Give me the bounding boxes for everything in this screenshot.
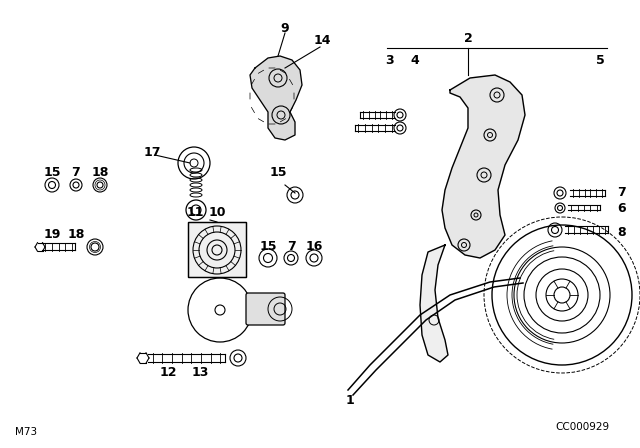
Bar xyxy=(188,222,246,277)
Text: 17: 17 xyxy=(143,146,161,159)
Text: 3: 3 xyxy=(386,53,394,66)
Text: 13: 13 xyxy=(191,366,209,379)
Text: 14: 14 xyxy=(313,34,331,47)
Text: 16: 16 xyxy=(305,240,323,253)
Text: 15: 15 xyxy=(269,167,287,180)
Text: 7: 7 xyxy=(287,240,296,253)
Text: 9: 9 xyxy=(281,22,289,34)
Text: 15: 15 xyxy=(44,167,61,180)
Text: 10: 10 xyxy=(208,207,226,220)
Text: 15: 15 xyxy=(259,240,276,253)
Text: 11: 11 xyxy=(186,207,204,220)
Polygon shape xyxy=(420,245,448,362)
Polygon shape xyxy=(250,56,302,140)
FancyBboxPatch shape xyxy=(246,293,285,325)
Text: 7: 7 xyxy=(618,186,627,199)
Polygon shape xyxy=(442,75,525,258)
Text: 19: 19 xyxy=(44,228,61,241)
Text: 5: 5 xyxy=(596,53,604,66)
Text: CC000929: CC000929 xyxy=(555,422,609,432)
Text: 18: 18 xyxy=(67,228,84,241)
Text: 7: 7 xyxy=(72,167,81,180)
Text: M73: M73 xyxy=(15,427,37,437)
Text: 12: 12 xyxy=(159,366,177,379)
Text: 8: 8 xyxy=(618,225,627,238)
Text: 2: 2 xyxy=(463,31,472,44)
Text: 4: 4 xyxy=(411,53,419,66)
Text: 6: 6 xyxy=(618,202,627,215)
Bar xyxy=(188,222,246,277)
Text: 18: 18 xyxy=(92,167,109,180)
Text: 1: 1 xyxy=(346,393,355,406)
